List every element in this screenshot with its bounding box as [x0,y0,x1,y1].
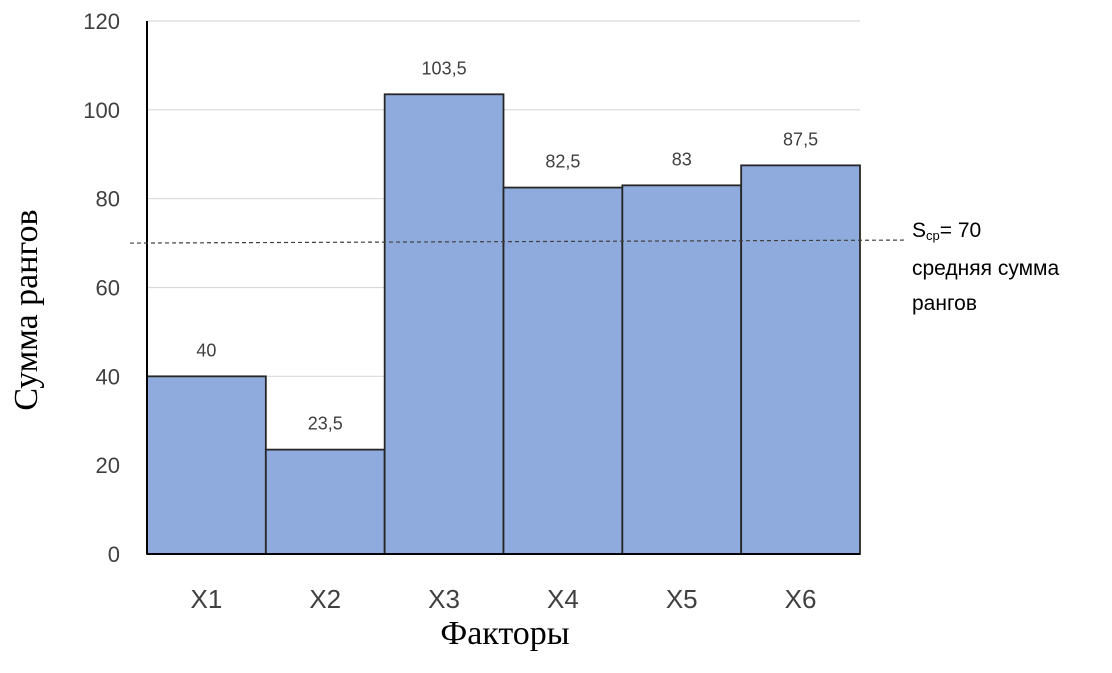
reference-line-caption-2: рангов [912,292,977,315]
y-tick-labels: 0 20 40 60 80 100 120 [83,9,120,567]
bar-x2 [264,448,386,555]
reference-value: = 70 [940,219,981,242]
bar-x3 [383,93,505,555]
data-label: 103,5 [422,58,467,78]
data-label: 40 [196,340,216,360]
bar-x1 [146,375,267,555]
x-axis-title: Факторы [440,615,569,652]
data-label: 83 [672,149,692,169]
reference-line-label: Scp= 70 [912,219,981,243]
data-label: 82,5 [545,152,580,172]
bar-x6 [740,164,861,555]
y-axis-title: Сумма рангов [8,209,45,410]
x-tick-labels: X1 X2 X3 X4 X5 X6 [191,584,817,614]
data-label: 23,5 [308,414,343,434]
bar-x4 [502,186,624,555]
y-tick-label: 60 [96,276,120,301]
reference-subscript: cp [926,228,940,243]
y-tick-label: 120 [83,9,120,34]
x-tick-label: X6 [785,584,817,614]
x-tick-label: X5 [666,584,698,614]
mean-rank-reference-line [129,239,906,244]
bar-x5 [621,184,743,555]
x-tick-label: X4 [547,584,579,614]
data-labels: 40 23,5 103,5 82,5 83 87,5 [196,58,818,433]
y-tick-label: 20 [96,453,120,478]
y-tick-label: 80 [96,187,120,212]
y-tick-label: 0 [108,542,120,567]
y-tick-label: 40 [96,364,120,389]
reference-line-caption-1: средняя сумма [912,257,1059,280]
data-label: 87,5 [783,129,818,149]
bars [146,93,861,555]
x-tick-label: X3 [428,584,460,614]
x-tick-label: X2 [309,584,341,614]
x-tick-label: X1 [191,584,223,614]
y-tick-label: 100 [83,98,120,123]
reference-symbol: S [912,219,926,242]
